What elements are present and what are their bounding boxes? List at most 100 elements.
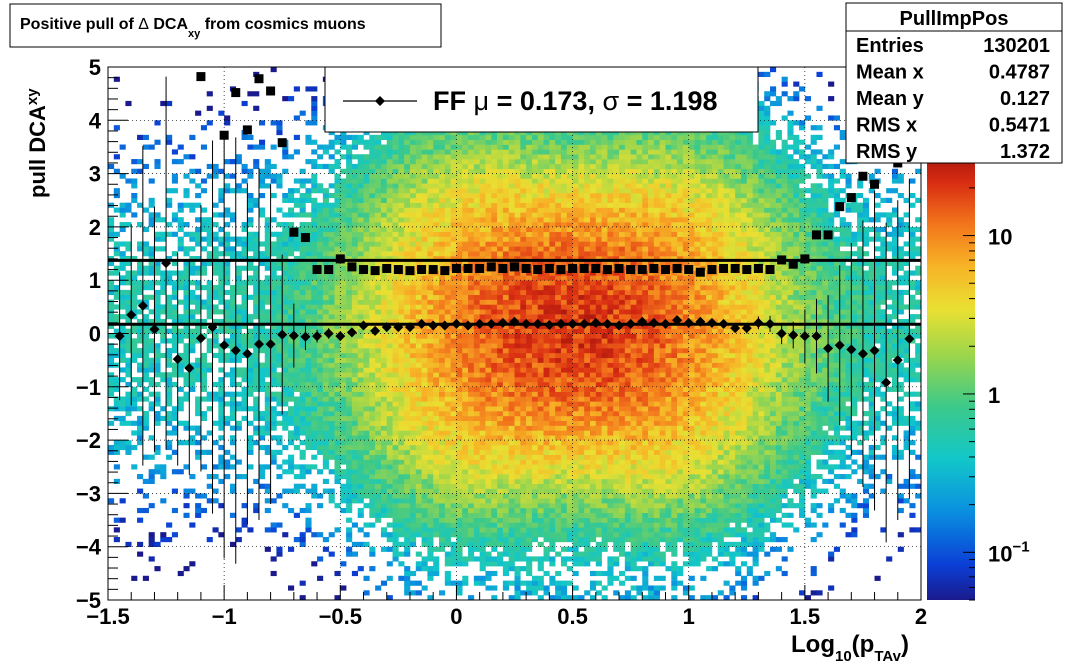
heatmap-cell	[514, 163, 521, 170]
heatmap-cell	[200, 396, 208, 402]
heatmap-cell	[491, 251, 498, 257]
heatmap-cell	[421, 406, 428, 412]
heatmap-cell	[351, 541, 359, 547]
heatmap-cell	[375, 289, 382, 296]
heatmap-cell	[421, 411, 428, 417]
heatmap-cell	[154, 464, 161, 470]
heatmap-cell	[224, 251, 231, 257]
heatmap-cell	[311, 318, 318, 325]
heatmap-cell	[409, 314, 417, 320]
heatmap-cell	[288, 280, 295, 286]
heatmap-cell	[351, 226, 359, 233]
heatmap-cell	[125, 444, 132, 451]
heatmap-cell	[200, 493, 208, 499]
heatmap-cell	[427, 464, 434, 470]
heatmap-cell	[386, 188, 393, 194]
heatmap-cell	[142, 323, 149, 329]
heatmap-cell	[357, 255, 364, 262]
heatmap-cell	[444, 328, 451, 334]
heatmap-cell	[421, 323, 428, 329]
heatmap-cell	[137, 246, 144, 252]
heatmap-cell	[473, 154, 480, 160]
heatmap-cell	[282, 367, 289, 373]
heatmap-cell	[264, 362, 271, 368]
heatmap-cell	[514, 537, 521, 543]
heatmap-cell	[148, 474, 155, 480]
heatmap-cell	[421, 304, 428, 310]
heatmap-cell	[218, 478, 225, 485]
heatmap-cell	[514, 503, 521, 509]
heatmap-cell	[125, 255, 132, 262]
heatmap-cell	[334, 149, 341, 155]
heatmap-cell	[450, 381, 457, 388]
heatmap-cell	[311, 488, 318, 494]
heatmap-cell	[299, 372, 306, 378]
heatmap-cell	[508, 406, 515, 412]
heatmap-cell	[189, 246, 196, 252]
heatmap-cell	[433, 425, 440, 431]
heatmap-cell	[253, 251, 260, 257]
heatmap-cell	[148, 532, 155, 538]
heatmap-cell	[497, 401, 504, 407]
heatmap-cell	[264, 391, 271, 397]
heatmap-cell	[508, 478, 515, 485]
heatmap-cell	[189, 178, 196, 184]
heatmap-cell	[299, 246, 306, 252]
heatmap-cell	[195, 440, 202, 446]
heatmap-cell	[502, 275, 509, 281]
heatmap-cell	[427, 289, 434, 296]
heatmap-cell	[334, 241, 341, 247]
heatmap-cell	[409, 202, 417, 208]
heatmap-cell	[502, 231, 509, 237]
heatmap-cell	[328, 168, 335, 174]
heatmap-cell	[328, 163, 335, 170]
heatmap-cell	[415, 338, 422, 344]
heatmap-cell	[282, 154, 289, 160]
heatmap-cell	[415, 294, 422, 300]
heatmap-cell	[311, 251, 318, 257]
heatmap-cell	[398, 251, 405, 257]
heatmap-cell	[468, 328, 475, 334]
heatmap-cell	[340, 372, 347, 378]
heatmap-cell	[305, 411, 312, 417]
heatmap-cell	[346, 318, 353, 325]
heatmap-cell	[241, 386, 248, 392]
heatmap-cell	[421, 246, 428, 252]
heatmap-cell	[375, 168, 382, 174]
heatmap-cell	[224, 270, 231, 276]
heatmap-cell	[282, 314, 289, 320]
heatmap-cell	[113, 449, 120, 455]
heatmap-cell	[456, 357, 463, 363]
heatmap-cell	[351, 372, 359, 378]
heatmap-cell	[427, 246, 434, 252]
heatmap-cell	[212, 396, 219, 402]
heatmap-cell	[502, 483, 509, 489]
heatmap-cell	[334, 294, 341, 300]
heatmap-cell	[293, 255, 300, 262]
heatmap-cell	[264, 299, 271, 305]
heatmap-cell	[479, 464, 486, 470]
heatmap-cell	[444, 246, 451, 252]
heatmap-cell	[206, 289, 213, 296]
heatmap-cell	[508, 449, 515, 455]
heatmap-cell	[137, 299, 144, 305]
heatmap-cell	[322, 440, 329, 446]
heatmap-cell	[520, 396, 527, 402]
heatmap-cell	[380, 192, 388, 199]
heatmap-cell	[195, 357, 202, 363]
heatmap-cell	[514, 197, 521, 203]
heatmap-cell	[450, 478, 457, 485]
heatmap-cell	[154, 357, 161, 363]
heatmap-cell	[502, 503, 509, 509]
heatmap-cell	[241, 265, 248, 271]
heatmap-cell	[404, 318, 411, 325]
heatmap-cell	[125, 280, 132, 286]
heatmap-cell	[404, 498, 411, 504]
heatmap-cell	[526, 580, 533, 586]
heatmap-cell	[427, 507, 434, 514]
heatmap-cell	[247, 241, 254, 247]
heatmap-cell	[212, 338, 219, 344]
heatmap-cell	[444, 517, 451, 523]
heatmap-cell	[508, 580, 515, 586]
heatmap-cell	[357, 236, 364, 242]
